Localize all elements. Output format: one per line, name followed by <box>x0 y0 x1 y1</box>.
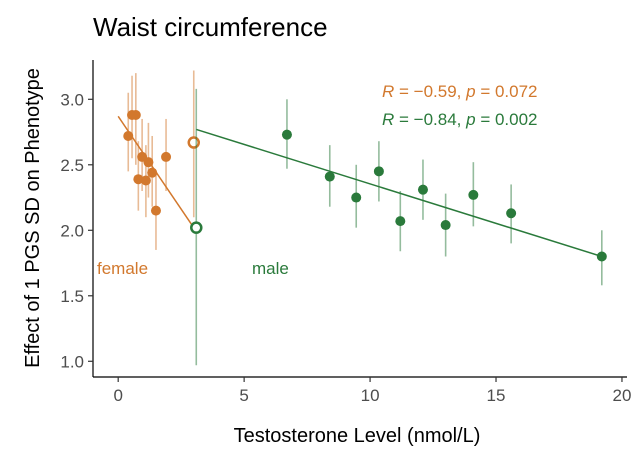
male-point <box>395 216 406 227</box>
male-fit-line <box>196 128 603 258</box>
female-point <box>161 151 172 162</box>
female-point <box>150 205 161 216</box>
y-axis-title: Effect of 1 PGS SD on Phenotype <box>22 68 44 368</box>
plot-area: 0 5 10 15 20 1.0 1.5 2.0 2.5 3.0 female R = −0.59, … <box>60 60 631 405</box>
y-tick-label: 1.0 <box>60 352 84 371</box>
male-point <box>351 192 362 203</box>
male-point <box>440 220 451 231</box>
female-group-label: female <box>97 259 148 278</box>
y-tick-label: 2.5 <box>60 156 84 175</box>
chart-title: Waist circumference <box>93 12 328 42</box>
x-tick-label: 15 <box>487 386 506 405</box>
x-axis-title: Testosterone Level (nmol/L) <box>234 425 481 447</box>
female-point <box>130 110 141 121</box>
female-point <box>133 174 144 185</box>
female-point <box>140 175 151 186</box>
male-point-open <box>190 221 203 234</box>
male-point <box>324 171 335 182</box>
male-point <box>417 184 428 195</box>
male-stats-annotation: R = −0.84, p = 0.002 <box>382 110 538 129</box>
x-tick-label: 0 <box>113 386 122 405</box>
x-tick-label: 5 <box>239 386 248 405</box>
female-stats-annotation: R = −0.59, p = 0.072 <box>382 82 538 101</box>
male-point <box>373 166 384 177</box>
female-point <box>143 157 154 168</box>
x-tick-label: 10 <box>361 386 380 405</box>
female-point <box>123 130 134 141</box>
male-point <box>468 189 479 200</box>
x-tick-label: 20 <box>613 386 632 405</box>
y-tick-label: 1.5 <box>60 287 84 306</box>
female-point <box>147 167 158 178</box>
male-point <box>596 251 607 262</box>
y-tick-label: 3.0 <box>60 90 84 109</box>
male-point <box>506 208 517 219</box>
male-point <box>281 129 292 140</box>
female-point-open <box>187 136 201 149</box>
y-tick-label: 2.0 <box>60 221 84 240</box>
male-group-label: male <box>252 259 289 278</box>
